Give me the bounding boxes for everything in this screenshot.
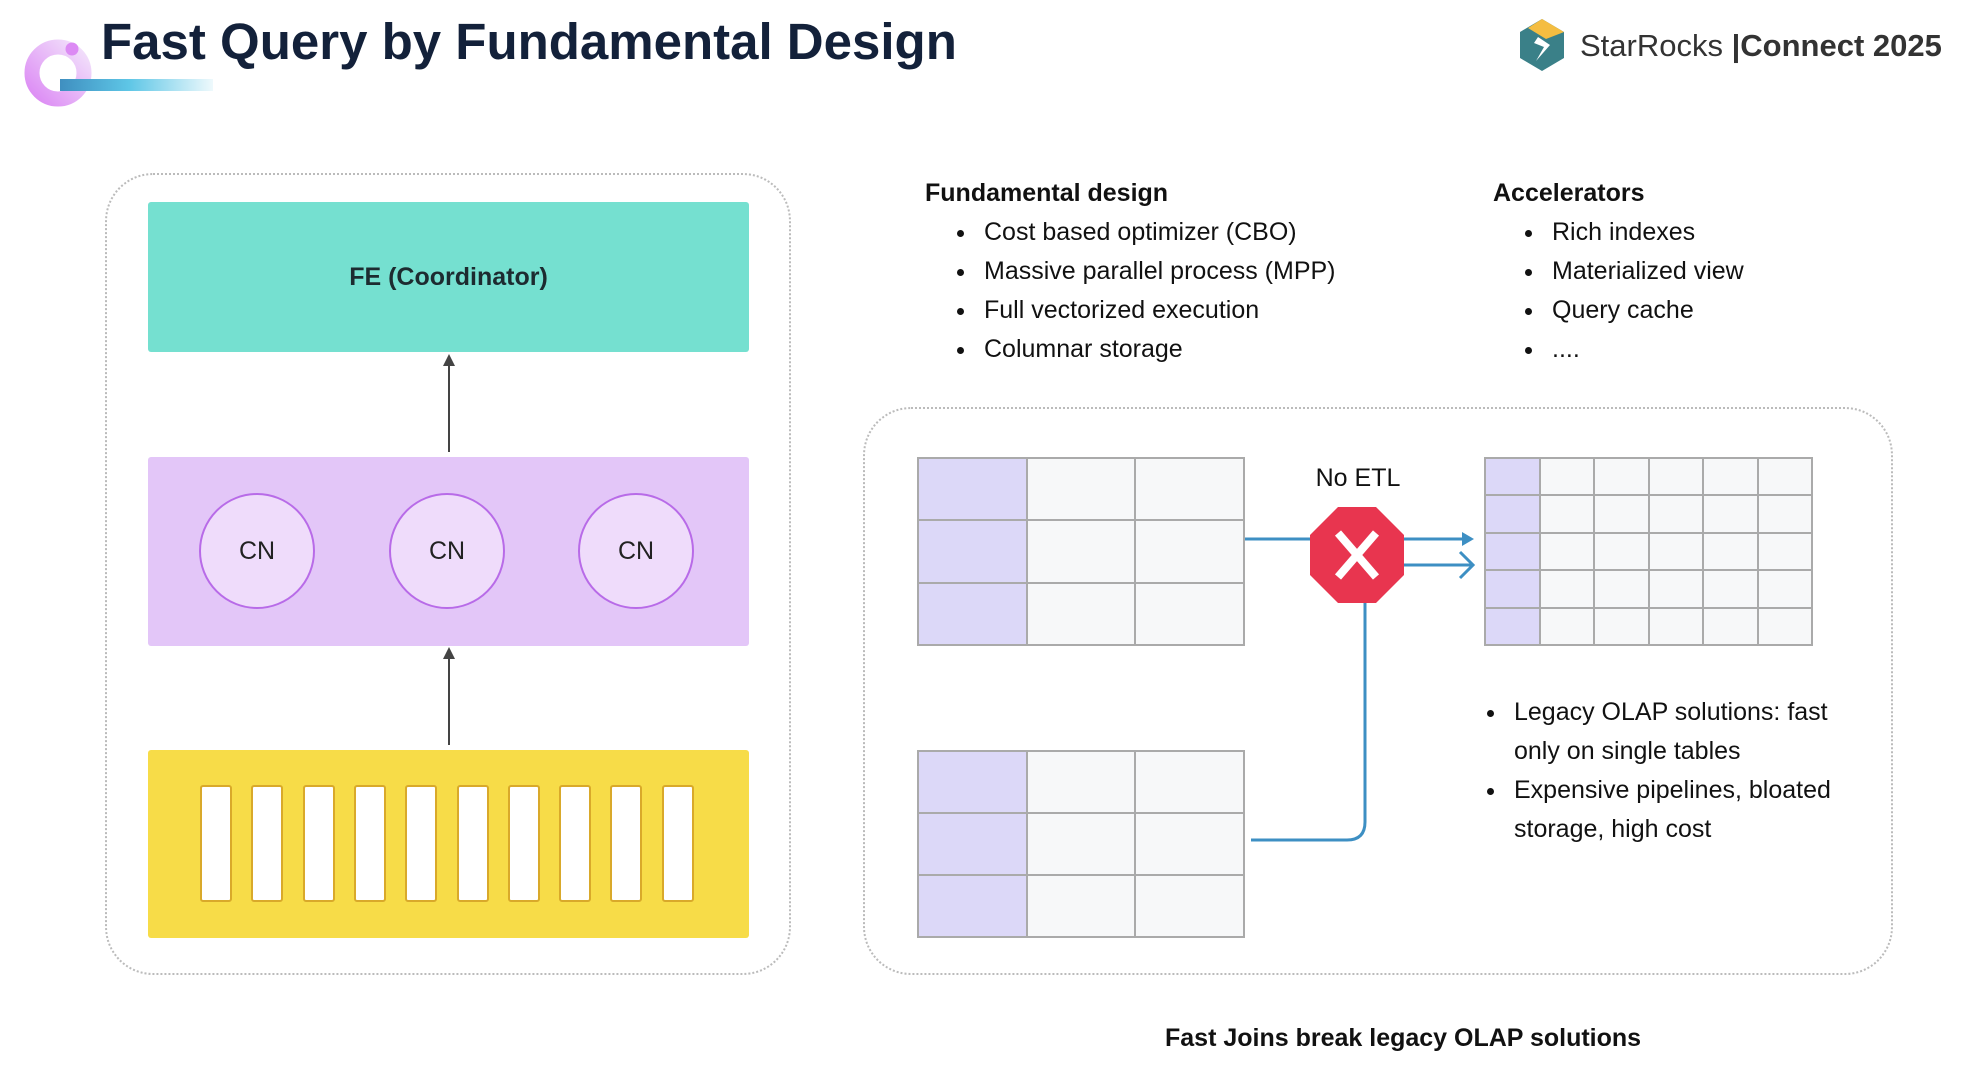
storage-segment (456, 785, 489, 902)
table-cell (1486, 496, 1539, 532)
fundamental-heading: Fundamental design (925, 179, 1169, 207)
fe-coordinator-box: FE (Coordinator) (148, 202, 749, 352)
table-cell (1540, 571, 1593, 607)
accelerators-list: Rich indexes Materialized view Query cac… (1522, 213, 1744, 369)
table-cell (1027, 814, 1135, 874)
table-cell (1758, 459, 1811, 495)
starrocks-logo-icon (1520, 19, 1564, 71)
table-cell (1027, 752, 1135, 812)
list-item: Cost based optimizer (CBO) (954, 213, 1336, 252)
table-cell (1136, 814, 1243, 874)
table-cell (1136, 459, 1243, 520)
table-cell (1027, 583, 1135, 644)
list-item: .... (1522, 330, 1744, 369)
table-cell (1758, 571, 1811, 607)
logo-text: StarRocks |Connect 2025 (1580, 28, 1942, 63)
table-cell (919, 752, 1026, 812)
storage-segment (661, 785, 694, 902)
cn-node: CN (199, 493, 315, 609)
cn-node: CN (389, 493, 505, 609)
table-cell (1758, 496, 1811, 532)
table-grid (917, 457, 1245, 646)
table-cell (1540, 496, 1593, 532)
table-cell (1704, 533, 1757, 570)
architecture-panel (105, 173, 791, 975)
list-item: Full vectorized execution (954, 291, 1336, 330)
table-cell (1595, 571, 1648, 607)
list-item: Materialized view (1522, 252, 1744, 291)
table-cell (1540, 459, 1593, 495)
caption: Fast Joins break legacy OLAP solutions (1165, 1024, 1642, 1052)
table-cell (1486, 533, 1539, 570)
table-cell (1540, 533, 1593, 570)
storage-segment (507, 785, 540, 902)
wide-table-grid (1484, 457, 1813, 646)
table-cell (1595, 533, 1648, 570)
join-panel (863, 407, 1893, 975)
storage-segment (302, 785, 335, 902)
table-grid (917, 750, 1245, 938)
table-cell (1704, 571, 1757, 607)
table-cell (919, 521, 1026, 582)
accelerators-heading: Accelerators (1493, 179, 1645, 207)
list-item: Columnar storage (954, 330, 1336, 369)
table-cell (919, 583, 1026, 644)
cn-node: CN (578, 493, 694, 609)
list-item: Expensive pipelines, bloated storage, hi… (1484, 771, 1864, 849)
title-decoration (24, 39, 213, 107)
arrow-up-icon (443, 647, 455, 745)
legacy-notes: Legacy OLAP solutions: fast only on sing… (1484, 693, 1864, 849)
table-cell (1649, 496, 1702, 532)
no-etl-label: No ETL (1315, 464, 1401, 492)
storage-segment (353, 785, 386, 902)
arrow-up-icon (443, 354, 455, 452)
table-cell (1649, 459, 1702, 495)
page-title: Fast Query by Fundamental Design (101, 13, 957, 70)
table-cell (1486, 608, 1539, 644)
table-cell (1136, 521, 1243, 582)
table-cell (1027, 876, 1135, 936)
list-item: Rich indexes (1522, 213, 1744, 252)
table-cell (1540, 608, 1593, 644)
storage-segment (610, 785, 643, 902)
table-cell (1136, 583, 1243, 644)
list-item: Query cache (1522, 291, 1744, 330)
storage-box (148, 750, 749, 938)
table-cell (1595, 459, 1648, 495)
table-cell (1649, 608, 1702, 644)
list-item: Legacy OLAP solutions: fast only on sing… (1484, 693, 1864, 771)
table-cell (1027, 459, 1135, 520)
table-cell (1649, 533, 1702, 570)
storage-segment (251, 785, 284, 902)
table-cell (1704, 496, 1757, 532)
storage-segment (405, 785, 438, 902)
table-cell (1595, 496, 1648, 532)
table-cell (1704, 608, 1757, 644)
table-cell (1758, 533, 1811, 570)
table-cell (1486, 571, 1539, 607)
table-cell (919, 459, 1026, 520)
storage-segment (559, 785, 592, 902)
table-cell (1595, 608, 1648, 644)
table-cell (919, 876, 1026, 936)
table-cell (1027, 521, 1135, 582)
table-cell (1704, 459, 1757, 495)
table-cell (1649, 571, 1702, 607)
table-cell (919, 814, 1026, 874)
table-cell (1758, 608, 1811, 644)
table-cell (1136, 752, 1243, 812)
fundamental-list: Cost based optimizer (CBO) Massive paral… (954, 213, 1336, 369)
storage-segment (200, 785, 232, 902)
table-cell (1486, 459, 1539, 495)
table-cell (1136, 876, 1243, 936)
list-item: Massive parallel process (MPP) (954, 252, 1336, 291)
